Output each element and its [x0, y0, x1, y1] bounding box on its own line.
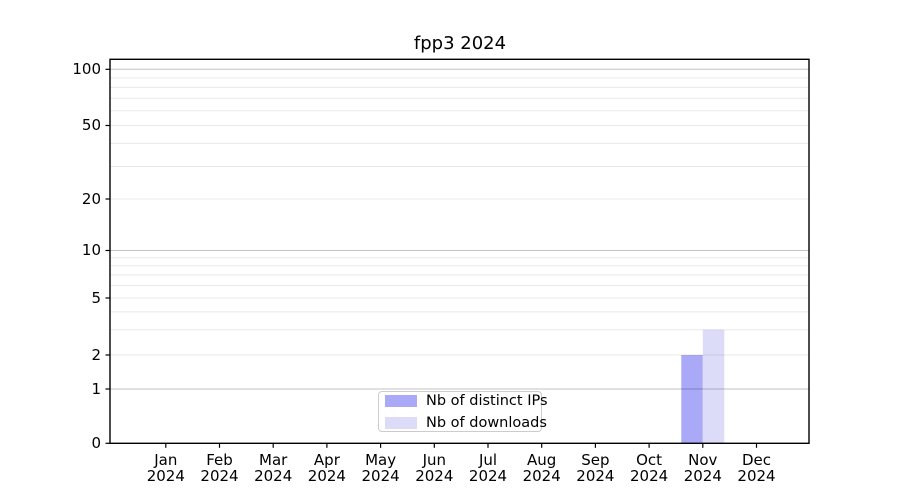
x-tick-label: Mar 2024: [254, 451, 293, 486]
y-tick-label: 50: [81, 116, 101, 134]
x-tick-label: Jun 2024: [415, 451, 454, 486]
y-tick-label: 10: [81, 241, 101, 259]
y-tick-label: 0: [91, 433, 101, 452]
legend-box: Nb of distinct IPs Nb of downloads: [378, 391, 548, 432]
plot-frame: [109, 58, 810, 444]
x-tick-label: Dec 2024: [737, 451, 776, 486]
chart-title: fpp3 2024: [413, 33, 507, 54]
legend-item-distinct-ips: Nb of distinct IPs: [385, 393, 548, 409]
y-tick-label: 20: [81, 189, 101, 208]
legend-item-downloads: Nb of downloads: [385, 415, 547, 431]
y-tick-label: 1: [91, 379, 101, 398]
legend-swatch-distinct-ips: [385, 394, 417, 407]
legend-swatch-downloads: [385, 416, 417, 429]
y-tick-label: 2: [91, 345, 101, 364]
x-tick-label: Jan 2024: [146, 451, 185, 486]
x-tick-label: Jul 2024: [468, 451, 508, 486]
legend-label-distinct-ips: Nb of distinct IPs: [426, 392, 548, 409]
x-tick-label: Aug 2024: [522, 451, 561, 486]
x-tick-label: Sep 2024: [576, 451, 615, 486]
x-tick-label: Oct 2024: [630, 451, 669, 486]
bar: [681, 355, 703, 444]
x-tick-label: May 2024: [361, 451, 400, 486]
x-tick-label: Apr 2024: [307, 451, 346, 486]
y-tick-label: 5: [91, 288, 101, 307]
x-tick-label: Nov 2024: [683, 451, 722, 486]
x-tick-label: Feb 2024: [200, 451, 239, 486]
legend-label-downloads: Nb of downloads: [426, 414, 547, 431]
y-tick-label: 100: [72, 59, 101, 78]
bar: [702, 329, 725, 444]
